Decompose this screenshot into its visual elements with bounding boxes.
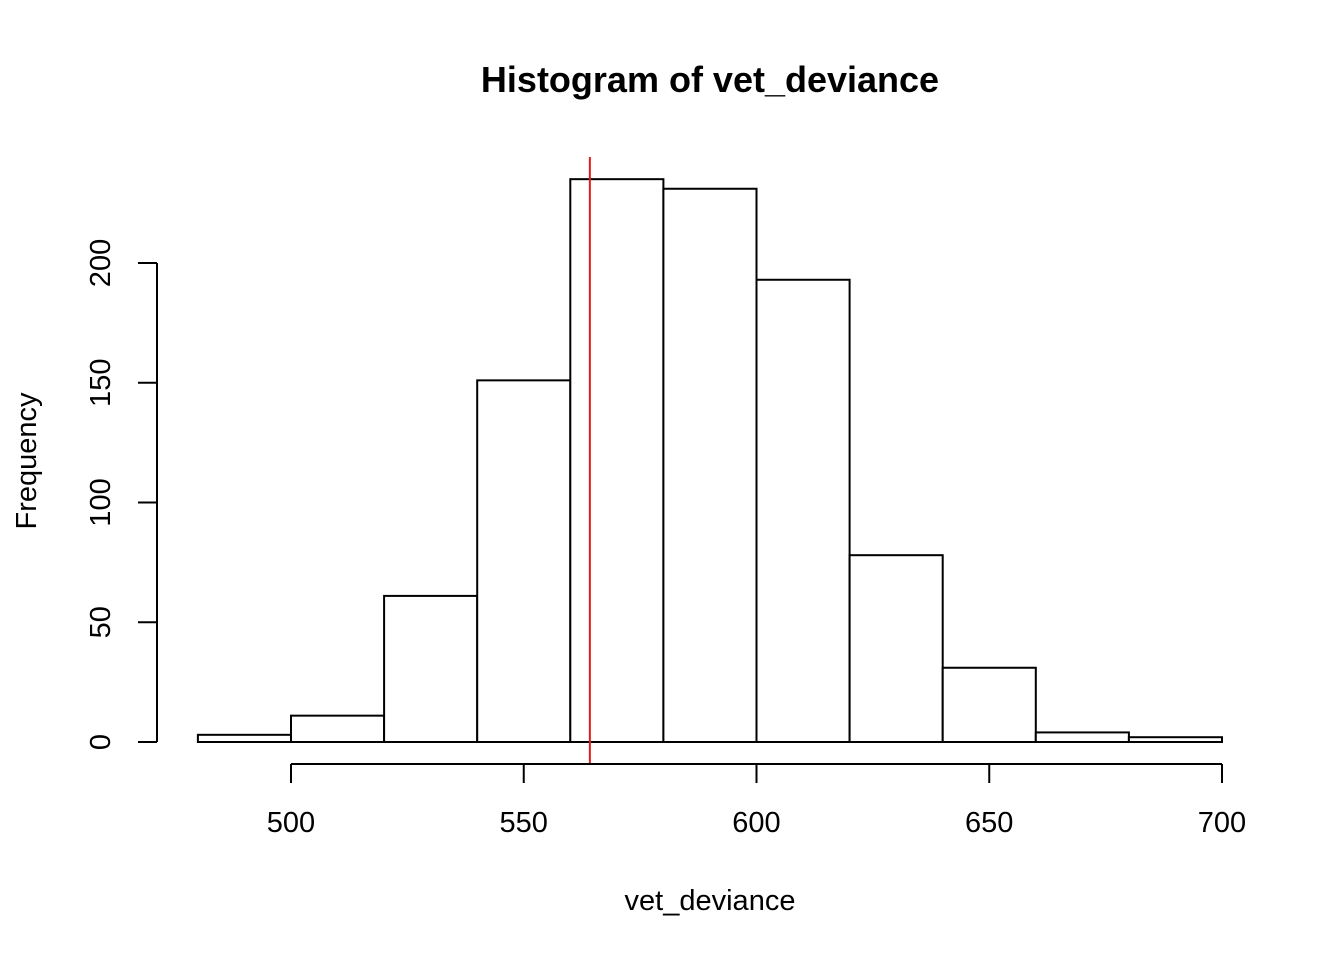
bars-group [196, 178, 1224, 744]
histogram-bar-600-620 [755, 278, 851, 743]
histogram-bar-680-700 [1127, 736, 1224, 744]
x-tick-label-600: 600 [732, 807, 780, 839]
x-tick-label-550: 550 [500, 807, 548, 839]
y-tick-label-200: 200 [85, 239, 117, 287]
y-tick-label-50: 50 [85, 606, 117, 638]
chart-title: Histogram of vet_deviance [481, 59, 939, 100]
y-tick-label-150: 150 [85, 359, 117, 407]
x-axis-label: vet_deviance [625, 885, 796, 917]
x-tick-label-500: 500 [267, 807, 315, 839]
y-tick-label-0: 0 [85, 734, 117, 750]
histogram-bar-580-600 [662, 187, 758, 743]
histogram-bar-620-640 [848, 554, 944, 743]
x-tick-label-700: 700 [1198, 807, 1246, 839]
histogram-bar-660-680 [1034, 731, 1130, 743]
histogram-bar-640-660 [941, 666, 1037, 744]
histogram-bar-520-540 [383, 594, 479, 744]
y-tick-label-100: 100 [85, 478, 117, 526]
x-tick-label-650: 650 [965, 807, 1013, 839]
y-axis: 0 50 100 150 200 [85, 239, 158, 750]
x-axis: 500 550 600 650 700 [267, 763, 1246, 839]
histogram-bar-480-500 [196, 733, 292, 744]
histogram-bar-560-580 [569, 178, 665, 744]
histogram-bar-500-520 [290, 714, 386, 744]
histogram-bar-540-560 [476, 379, 572, 743]
y-axis-label: Frequency [11, 392, 43, 530]
